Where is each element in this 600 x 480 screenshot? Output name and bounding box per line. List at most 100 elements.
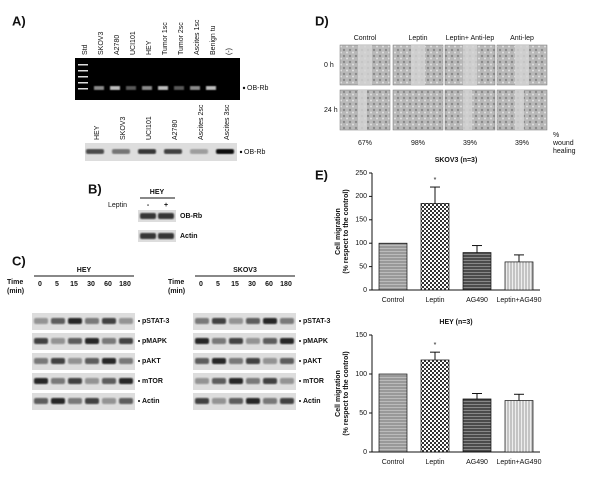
band xyxy=(119,378,133,384)
x-tick-label: Leptin+AG490 xyxy=(497,459,542,466)
x-tick-label: Leptin+AG490 xyxy=(497,297,542,304)
band xyxy=(34,318,48,324)
lane-label: A2780 xyxy=(172,120,179,140)
band xyxy=(94,86,104,90)
band xyxy=(158,86,168,90)
bar xyxy=(378,373,408,453)
bar xyxy=(462,252,492,291)
band xyxy=(140,233,156,239)
bullet xyxy=(299,380,301,382)
row-label: 24 h xyxy=(324,107,338,114)
band xyxy=(246,378,260,384)
ladder xyxy=(78,88,88,90)
band xyxy=(263,318,277,324)
condition-label: + xyxy=(164,202,168,209)
y-axis-label: Cell migration xyxy=(335,370,342,417)
band xyxy=(119,338,133,344)
band-label: pMAPK xyxy=(142,338,167,345)
band xyxy=(229,358,243,364)
band-label: Actin xyxy=(303,398,321,405)
band xyxy=(34,358,48,364)
panel-label: B) xyxy=(88,181,102,196)
blot-image xyxy=(85,143,237,161)
band xyxy=(85,358,99,364)
bullet xyxy=(242,86,246,90)
panel-label: A) xyxy=(12,13,26,28)
annotation: * xyxy=(434,177,437,184)
time-value: 60 xyxy=(104,281,112,288)
band xyxy=(158,213,174,219)
band xyxy=(102,398,116,404)
bullet xyxy=(299,360,301,362)
y-tick-label: 100 xyxy=(355,240,367,247)
healing-percent: 67% xyxy=(358,140,372,147)
band-label: mTOR xyxy=(142,378,163,385)
band xyxy=(68,398,82,404)
band xyxy=(229,318,243,324)
chart-title: SKOV3 (n=3) xyxy=(435,157,478,164)
band xyxy=(246,338,260,344)
band xyxy=(85,398,99,404)
band xyxy=(216,149,234,154)
band xyxy=(195,318,209,324)
column-label: Control xyxy=(354,35,377,42)
bar xyxy=(504,261,534,291)
blot-image xyxy=(193,373,296,390)
time-value: 5 xyxy=(216,281,220,288)
blot-image xyxy=(32,393,135,410)
y-tick-label: 250 xyxy=(355,170,367,177)
band xyxy=(229,398,243,404)
blot-image xyxy=(193,333,296,350)
band xyxy=(34,338,48,344)
band xyxy=(85,318,99,324)
lane-label: UCI101 xyxy=(130,31,137,55)
band-label: mTOR xyxy=(303,378,324,385)
x-tick-label: AG490 xyxy=(466,297,488,304)
lane-label: Tumor 1sc xyxy=(162,22,169,55)
band-label: pAKT xyxy=(142,358,161,365)
band xyxy=(195,358,209,364)
band xyxy=(212,398,226,404)
bar xyxy=(462,398,492,453)
y-tick-label: 100 xyxy=(355,371,367,378)
band-label: Actin xyxy=(180,233,198,240)
bar xyxy=(420,203,450,291)
band xyxy=(280,398,294,404)
band xyxy=(51,358,65,364)
micrograph xyxy=(392,89,444,131)
bullet xyxy=(299,400,301,402)
band xyxy=(280,358,294,364)
bar xyxy=(378,242,408,291)
band xyxy=(142,86,152,90)
band xyxy=(140,213,156,219)
wound-gap xyxy=(515,90,524,130)
band xyxy=(246,358,260,364)
lane-label: Std xyxy=(82,44,89,55)
band xyxy=(102,318,116,324)
healing-percent: 39% xyxy=(463,140,477,147)
condition-label: - xyxy=(147,202,150,209)
bullet xyxy=(138,340,140,342)
y-tick-label: 0 xyxy=(363,449,367,456)
wound-gap xyxy=(515,45,529,85)
bullet xyxy=(299,320,301,322)
band xyxy=(119,318,133,324)
cell-label: HEY xyxy=(150,189,165,196)
blot-image xyxy=(193,313,296,330)
bullet xyxy=(138,360,140,362)
band xyxy=(280,338,294,344)
blot-image xyxy=(32,353,135,370)
cell-label: SKOV3 xyxy=(233,267,257,274)
band xyxy=(112,149,130,154)
lane-label: Ascites 3sc xyxy=(224,104,231,140)
band xyxy=(195,378,209,384)
lane-label: Ascites 1sc xyxy=(194,19,201,55)
band xyxy=(102,378,116,384)
band xyxy=(126,86,136,90)
y-tick-label: 150 xyxy=(355,217,367,224)
band xyxy=(212,338,226,344)
y-axis-label: Cell migration xyxy=(335,208,342,255)
band xyxy=(68,318,82,324)
band xyxy=(229,378,243,384)
